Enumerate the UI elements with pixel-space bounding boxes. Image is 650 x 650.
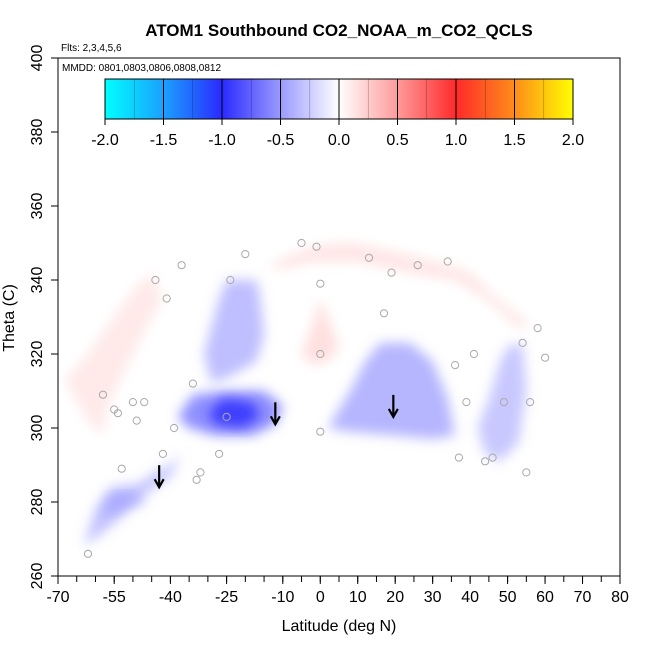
x-tick-label: -55: [103, 589, 126, 606]
observation-point: [522, 468, 531, 477]
observation-point: [533, 324, 542, 333]
x-tick-label: 10: [349, 589, 367, 606]
x-tick-label: 40: [461, 589, 479, 606]
observation-point: [469, 349, 478, 359]
arrow-layer: [153, 394, 399, 490]
observation-point: [162, 294, 171, 303]
observation-point: [170, 423, 179, 433]
y-tick-label: 380: [29, 119, 46, 146]
observation-point: [499, 398, 508, 407]
observation-point: [443, 257, 452, 266]
observation-point: [413, 261, 422, 270]
arrow-head: [387, 408, 399, 420]
observation-point: [462, 398, 471, 407]
x-tick-label: -70: [46, 589, 69, 606]
y-axis: 260 280 300 320 340 360 380 400: [29, 45, 58, 590]
observation-point: [364, 253, 374, 262]
arrow-head: [269, 415, 281, 427]
colorbar: -2.0 -1.5 -1.0 -0.5 0.0 0.5 1.0 1.5 2.0: [91, 78, 584, 149]
field-layer: [65, 243, 531, 547]
y-tick-label: 400: [29, 45, 46, 72]
colorbar-tick-label: -1.0: [208, 132, 236, 149]
y-tick-label: 340: [29, 267, 46, 294]
observation-point: [215, 449, 224, 458]
observation-point: [526, 398, 535, 407]
observation-point: [241, 250, 250, 259]
x-tick-label: -40: [159, 589, 182, 606]
observation-point: [128, 398, 137, 407]
field-region-northern-blue: [477, 342, 527, 462]
x-tick-label: 20: [386, 589, 404, 606]
observation-point: [140, 398, 149, 407]
observation-point: [113, 409, 123, 418]
y-tick-label: 300: [29, 415, 46, 442]
colorbar-ticks: -2.0 -1.5 -1.0 -0.5 0.0 0.5 1.0 1.5 2.0: [91, 119, 584, 149]
observation-point: [196, 468, 205, 477]
x-axis-label: Latitude (deg N): [282, 618, 397, 635]
field-region-southern-low-lobe: [103, 494, 148, 514]
y-tick-label: 320: [29, 341, 46, 368]
field-region-upper-blue: [204, 280, 265, 384]
observation-point: [387, 268, 396, 277]
field-region-tropical-north-blue: [327, 342, 456, 440]
observation-point: [222, 412, 231, 421]
x-tick-label: -25: [215, 589, 238, 606]
y-tick-label: 280: [29, 489, 46, 516]
colorbar-tick-label: 0.0: [328, 132, 350, 149]
observation-point: [454, 453, 463, 462]
x-axis: -70 -55 -40 -25 -10 0 10 20 30 40 50 60 70 80: [46, 576, 629, 606]
flights-label: Flts: 2,3,4,5,6: [61, 43, 122, 54]
observation-point: [188, 379, 197, 388]
x-tick-label: 0: [316, 589, 325, 606]
observation-point: [177, 261, 186, 270]
observation-point: [488, 453, 497, 462]
observation-point: [297, 238, 306, 248]
observation-point: [451, 361, 460, 370]
mmdd-label: MMDD: 0801,0803,0806,0808,0812: [62, 63, 221, 74]
colorbar-tick-label: -0.5: [267, 132, 295, 149]
colorbar-tick-label: 1.5: [503, 132, 525, 149]
x-tick-label: 60: [536, 589, 554, 606]
observation-point: [158, 449, 167, 458]
observation-point: [117, 464, 126, 473]
x-tick-label: 30: [424, 589, 442, 606]
observation-point: [132, 416, 141, 425]
x-tick-label: 70: [574, 589, 592, 606]
colorbar-tick-label: 0.5: [386, 132, 408, 149]
y-tick-label: 360: [29, 193, 46, 220]
x-tick-label: 80: [611, 589, 629, 606]
field-region-center-red: [301, 298, 339, 366]
observation-point: [226, 275, 235, 285]
colorbar-tick-label: 1.0: [445, 132, 467, 149]
observation-point: [379, 309, 389, 318]
observation-point: [316, 349, 325, 359]
colorbar-tick-label: 2.0: [562, 132, 584, 149]
colorbar-tick-label: -1.5: [150, 132, 178, 149]
y-tick-label: 260: [29, 563, 46, 590]
observation-point: [316, 427, 325, 436]
y-axis-label: Theta (C): [1, 284, 18, 352]
colorbar-dividers: [133, 79, 545, 119]
field-region-midlat-core: [207, 398, 261, 428]
x-tick-label: 50: [499, 589, 517, 606]
observation-point: [316, 279, 325, 288]
arrow-head: [153, 478, 165, 490]
field-region-southern-red-band: [65, 272, 163, 436]
observation-point: [83, 549, 93, 558]
colorbar-tick-label: -2.0: [91, 132, 119, 149]
observation-point: [518, 338, 527, 347]
observation-point: [98, 390, 108, 399]
x-tick-label: -10: [271, 589, 294, 606]
observation-point: [541, 353, 550, 362]
observation-point: [312, 242, 321, 251]
observation-point: [192, 475, 201, 484]
observation-point: [481, 457, 490, 466]
observation-layer: [83, 238, 550, 558]
chart-title: ATOM1 Southbound CO2_NOAA_m_CO2_QCLS: [145, 21, 533, 40]
field-region-top-red-band: [267, 243, 531, 329]
observation-point: [151, 275, 160, 285]
